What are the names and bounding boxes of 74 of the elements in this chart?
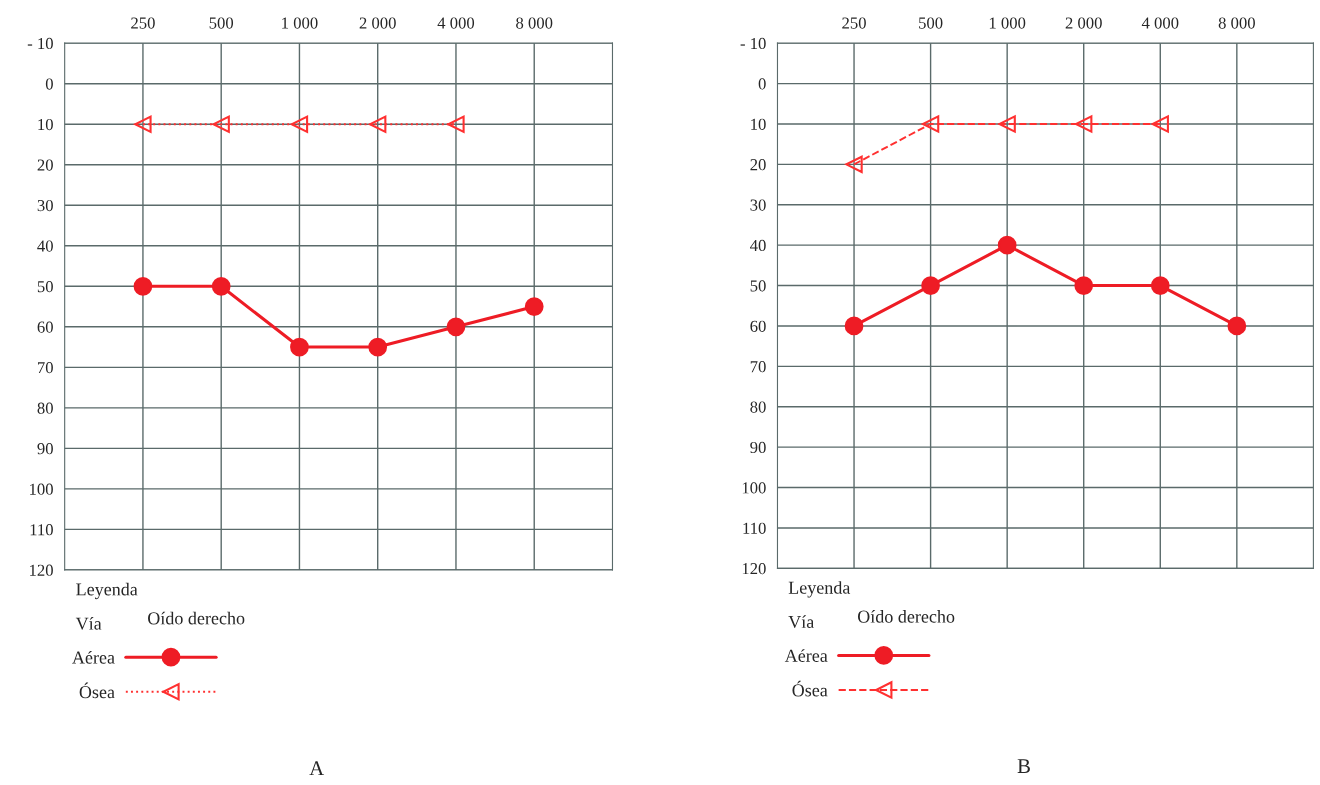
point <box>290 115 309 133</box>
y-tick-label: 80 <box>37 402 53 414</box>
x-tick-label: 250 <box>842 17 866 29</box>
y-tick-label: 70 <box>38 362 53 374</box>
point <box>1075 115 1093 133</box>
y-tick-label: 20 <box>750 159 766 171</box>
x-tick-label: 2 000 <box>1065 17 1102 29</box>
y-tick-label: 0 <box>758 78 766 90</box>
y-tick-label: 10 <box>38 118 53 131</box>
text: Oído derecho <box>857 610 955 623</box>
point <box>1151 115 1169 133</box>
text: A <box>309 761 325 776</box>
x-tick-label: 250 <box>131 17 155 29</box>
x-tick-label: 1 000 <box>282 17 318 29</box>
y-tick-label: 30 <box>750 199 766 211</box>
y-tick-label: 20 <box>37 159 53 171</box>
x-tick-label: 1 000 <box>989 17 1026 29</box>
x-tick-label: 8 000 <box>1218 17 1255 29</box>
point <box>1074 276 1094 295</box>
point <box>446 317 466 337</box>
y-tick-label: 40 <box>37 240 53 252</box>
point <box>133 276 153 296</box>
y-tick-label: 0 <box>45 78 53 90</box>
point <box>290 337 309 357</box>
y-tick-label: 60 <box>37 321 53 333</box>
x-tick-label: 4 000 <box>437 17 475 29</box>
point <box>524 297 544 316</box>
y-tick-label: 100 <box>742 482 766 494</box>
text: Vía <box>788 615 815 629</box>
point <box>369 115 387 133</box>
point <box>211 276 231 296</box>
y-tick-label: - 10 <box>740 37 766 50</box>
y-tick-label: 120 <box>30 564 53 576</box>
y-tick-label: 10 <box>751 118 766 130</box>
y-tick-label: 120 <box>742 563 766 575</box>
legend-label: Ósea <box>792 680 828 697</box>
y-tick-label: 30 <box>37 199 53 212</box>
y-tick-label: 40 <box>750 239 766 252</box>
text: Vía <box>75 617 102 630</box>
text: Oído derecho <box>148 611 245 625</box>
y-tick-label: 110 <box>30 524 53 536</box>
y-tick-label: 80 <box>750 401 766 413</box>
legend-label: Ósea <box>79 682 115 699</box>
point <box>997 235 1017 255</box>
y-tick-label: - 10 <box>27 37 53 50</box>
point <box>447 115 465 133</box>
point <box>845 155 863 174</box>
x-tick-label: 4 000 <box>1141 17 1179 29</box>
point <box>212 115 230 133</box>
point <box>921 115 940 133</box>
text: B <box>1017 759 1030 773</box>
legend-label: Aérea <box>72 650 115 664</box>
legend-title: Leyenda <box>788 581 851 598</box>
point <box>921 276 940 295</box>
y-tick-label: 50 <box>750 280 766 292</box>
point <box>844 316 864 336</box>
y-tick-label: 60 <box>750 320 766 332</box>
y-tick-label: 110 <box>743 522 766 534</box>
point <box>368 337 388 357</box>
point <box>1150 276 1170 295</box>
point <box>998 115 1016 133</box>
x-tick-label: 500 <box>919 17 943 29</box>
x-tick-label: 2 000 <box>359 17 396 29</box>
y-tick-label: 70 <box>750 361 766 373</box>
y-tick-label: 100 <box>30 483 53 495</box>
y-tick-label: 50 <box>37 280 53 293</box>
point <box>1227 316 1247 336</box>
x-tick-label: 500 <box>209 17 234 29</box>
y-tick-label: 90 <box>37 443 53 455</box>
x-tick-label: 8 000 <box>516 17 553 29</box>
point <box>134 115 152 133</box>
legend-title: Leyenda <box>76 582 138 600</box>
y-tick-label: 90 <box>750 441 766 454</box>
legend-label: Aérea <box>784 649 828 662</box>
